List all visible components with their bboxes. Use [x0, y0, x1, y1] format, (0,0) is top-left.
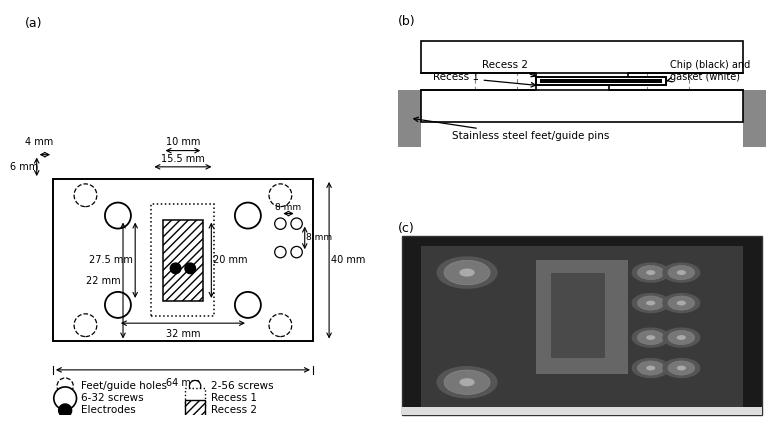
Text: 8 mm: 8 mm — [306, 233, 333, 242]
Circle shape — [677, 365, 686, 371]
Circle shape — [662, 327, 701, 348]
Bar — [421, 90, 743, 122]
Circle shape — [444, 370, 490, 394]
Text: 40 mm: 40 mm — [331, 255, 366, 265]
Circle shape — [668, 361, 695, 375]
Text: 20 mm: 20 mm — [213, 255, 248, 265]
Circle shape — [437, 256, 497, 289]
Circle shape — [235, 203, 261, 228]
Circle shape — [677, 301, 686, 305]
Circle shape — [632, 262, 670, 283]
Text: Recess 2: Recess 2 — [483, 60, 536, 77]
Circle shape — [668, 330, 695, 345]
Bar — [398, 90, 421, 146]
Circle shape — [437, 366, 497, 398]
Text: Recess 1: Recess 1 — [433, 72, 536, 87]
Text: Electrodes: Electrodes — [81, 406, 136, 415]
Circle shape — [291, 218, 302, 229]
Bar — [53, 179, 313, 341]
Circle shape — [637, 266, 664, 280]
Text: Recess 1: Recess 1 — [212, 393, 257, 403]
Circle shape — [444, 261, 490, 285]
Circle shape — [646, 301, 655, 305]
Circle shape — [275, 218, 286, 229]
Text: 10 mm: 10 mm — [166, 137, 200, 147]
Bar — [551, 272, 604, 358]
Circle shape — [662, 358, 701, 378]
Circle shape — [190, 380, 201, 392]
Text: Recess 2: Recess 2 — [212, 406, 257, 415]
Circle shape — [74, 184, 97, 206]
Text: 6-32 screws: 6-32 screws — [81, 393, 144, 403]
Text: Stainless steel feet/guide pins: Stainless steel feet/guide pins — [414, 117, 609, 141]
Bar — [536, 77, 666, 85]
Circle shape — [74, 314, 97, 337]
Text: (a): (a) — [24, 16, 42, 30]
Text: 6 mm: 6 mm — [9, 162, 38, 172]
Text: Chip (black) and
gasket (white): Chip (black) and gasket (white) — [667, 60, 750, 82]
Circle shape — [646, 365, 655, 371]
Circle shape — [632, 293, 670, 313]
Circle shape — [632, 327, 670, 348]
Text: (c): (c) — [398, 222, 415, 235]
Text: (b): (b) — [398, 14, 415, 27]
Bar — [421, 41, 743, 74]
Circle shape — [269, 314, 292, 337]
Circle shape — [269, 184, 292, 206]
Circle shape — [677, 270, 686, 275]
Circle shape — [637, 361, 664, 375]
Circle shape — [54, 387, 77, 409]
Bar — [185, 388, 205, 409]
Bar — [743, 90, 765, 146]
Text: Feet/guide holes: Feet/guide holes — [81, 381, 167, 391]
Bar — [402, 236, 761, 415]
Circle shape — [459, 269, 475, 277]
Circle shape — [459, 378, 475, 386]
Circle shape — [662, 293, 701, 313]
Text: 15.5 mm: 15.5 mm — [161, 154, 205, 164]
Text: 32 mm: 32 mm — [166, 329, 200, 339]
Circle shape — [632, 358, 670, 378]
Text: 27.5 mm: 27.5 mm — [89, 255, 134, 265]
Circle shape — [662, 262, 701, 283]
Text: 4 mm: 4 mm — [24, 137, 53, 146]
Circle shape — [646, 335, 655, 340]
Bar — [540, 79, 662, 83]
Circle shape — [291, 247, 302, 258]
Bar — [402, 407, 761, 415]
Text: 2-56 screws: 2-56 screws — [212, 381, 274, 391]
Circle shape — [677, 335, 686, 340]
Circle shape — [59, 404, 72, 417]
Circle shape — [170, 263, 181, 274]
Circle shape — [668, 296, 695, 310]
Circle shape — [275, 247, 286, 258]
Bar — [162, 220, 203, 301]
Circle shape — [105, 203, 131, 228]
Circle shape — [105, 292, 131, 318]
Text: 64 mm: 64 mm — [166, 378, 200, 388]
Circle shape — [235, 292, 261, 318]
Bar — [185, 400, 205, 420]
Text: 22 mm: 22 mm — [87, 275, 121, 286]
Circle shape — [668, 266, 695, 280]
Circle shape — [637, 330, 664, 345]
Circle shape — [57, 378, 73, 394]
Bar — [152, 204, 214, 316]
Circle shape — [185, 263, 195, 274]
Circle shape — [637, 296, 664, 310]
Bar — [421, 246, 743, 409]
Text: 3.3 mm: 3.3 mm — [164, 247, 201, 256]
Circle shape — [646, 270, 655, 275]
Text: 8 mm: 8 mm — [276, 203, 301, 212]
Bar — [536, 261, 628, 374]
